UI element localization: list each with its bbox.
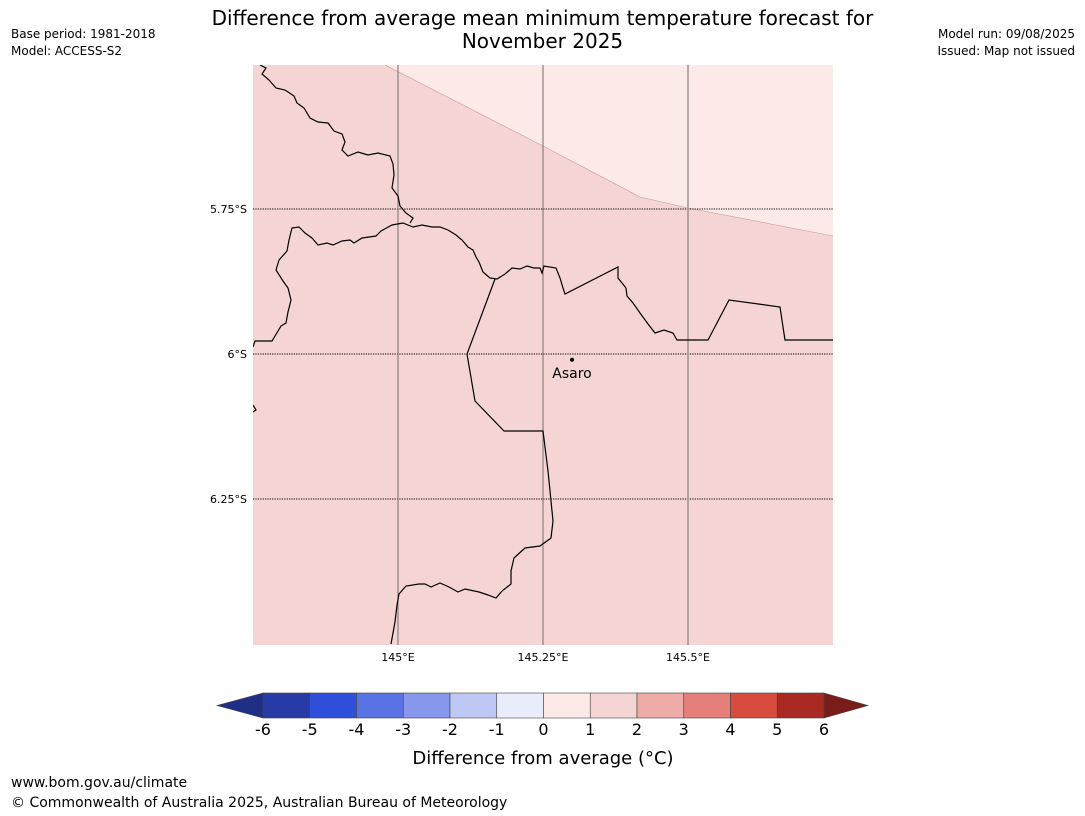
colorbar-tick-label: -2 bbox=[442, 720, 458, 739]
latitude-tick-label: 6.25°S bbox=[210, 493, 247, 506]
colorbar-segment bbox=[262, 692, 311, 719]
colorbar-segment bbox=[402, 692, 451, 719]
boundary-west-highlands bbox=[259, 65, 414, 224]
map-title-line1: Difference from average mean minimum tem… bbox=[211, 6, 874, 30]
colorbar-segment bbox=[636, 692, 685, 719]
colorbar-title: Difference from average (°C) bbox=[412, 748, 673, 769]
colorbar-extend-high bbox=[823, 692, 870, 719]
colorbar-segment bbox=[543, 692, 591, 719]
boundary-south bbox=[390, 278, 554, 645]
graticule bbox=[253, 65, 833, 645]
colorbar-tick-label: 1 bbox=[585, 720, 595, 739]
longitude-tick-label: 145.5°E bbox=[666, 651, 710, 664]
colorbar-tick-label: 6 bbox=[819, 720, 829, 739]
colorbar-tick-label: -5 bbox=[302, 720, 318, 739]
latitude-labels: 5.75°S 6°S 6.25°S bbox=[210, 203, 247, 506]
metadata-right: Model run: 09/08/2025 Issued: Map not is… bbox=[937, 26, 1075, 60]
colorbar-segment bbox=[589, 692, 638, 719]
longitude-tick-label: 145°E bbox=[381, 651, 414, 664]
contour-line bbox=[384, 65, 833, 237]
colorbar-segment bbox=[356, 692, 404, 719]
colorbar-tick-label: 0 bbox=[538, 720, 548, 739]
map-title: Difference from average mean minimum tem… bbox=[160, 7, 925, 53]
colorbar-tick-label: 2 bbox=[632, 720, 642, 739]
latitude-tick-label: 5.75°S bbox=[210, 203, 247, 216]
colorbar-tick-label: -1 bbox=[489, 720, 505, 739]
colorbar: -6 -5 -4 -3 -2 -1 0 1 2 3 4 5 6 bbox=[215, 692, 870, 739]
boundary-west-edge bbox=[253, 404, 257, 413]
colorbar-segment bbox=[683, 692, 731, 719]
base-period: Base period: 1981-2018 bbox=[11, 27, 156, 41]
colorbar-tick-label: 4 bbox=[725, 720, 735, 739]
model-name: Model: ACCESS-S2 bbox=[11, 44, 123, 58]
colorbar-tick-label: 3 bbox=[679, 720, 689, 739]
colorbar-segment bbox=[776, 692, 825, 719]
colorbar-tick-label: -3 bbox=[395, 720, 411, 739]
metadata-left: Base period: 1981-2018 Model: ACCESS-S2 bbox=[11, 26, 156, 60]
colorbar-tick-label: -6 bbox=[255, 720, 271, 739]
colorbar-segment bbox=[496, 692, 544, 719]
colorbar-segment bbox=[309, 692, 357, 719]
map-title-line2: November 2025 bbox=[461, 29, 624, 53]
province-boundaries bbox=[253, 65, 833, 645]
anomaly-fill-0-to-1 bbox=[385, 65, 833, 236]
asaro-marker bbox=[570, 357, 574, 362]
model-run: Model run: 09/08/2025 bbox=[937, 27, 1075, 41]
latitude-tick-label: 6°S bbox=[228, 348, 247, 361]
colorbar-tick-label: -4 bbox=[349, 720, 365, 739]
footer-copyright: © Commonwealth of Australia 2025, Austra… bbox=[11, 795, 508, 811]
asaro-label: Asaro bbox=[552, 366, 591, 382]
colorbar-extend-low bbox=[215, 692, 264, 719]
issued-status: Issued: Map not issued bbox=[937, 44, 1075, 58]
longitude-tick-label: 145.25°E bbox=[518, 651, 569, 664]
longitude-labels: 145°E 145.25°E 145.5°E bbox=[381, 651, 710, 664]
boundary-central-east bbox=[253, 222, 833, 348]
map-area bbox=[253, 65, 833, 645]
colorbar-tick-label: 5 bbox=[772, 720, 782, 739]
colorbar-segment bbox=[449, 692, 498, 719]
colorbar-segment bbox=[730, 692, 778, 719]
footer-url[interactable]: www.bom.gov.au/climate bbox=[11, 775, 188, 791]
